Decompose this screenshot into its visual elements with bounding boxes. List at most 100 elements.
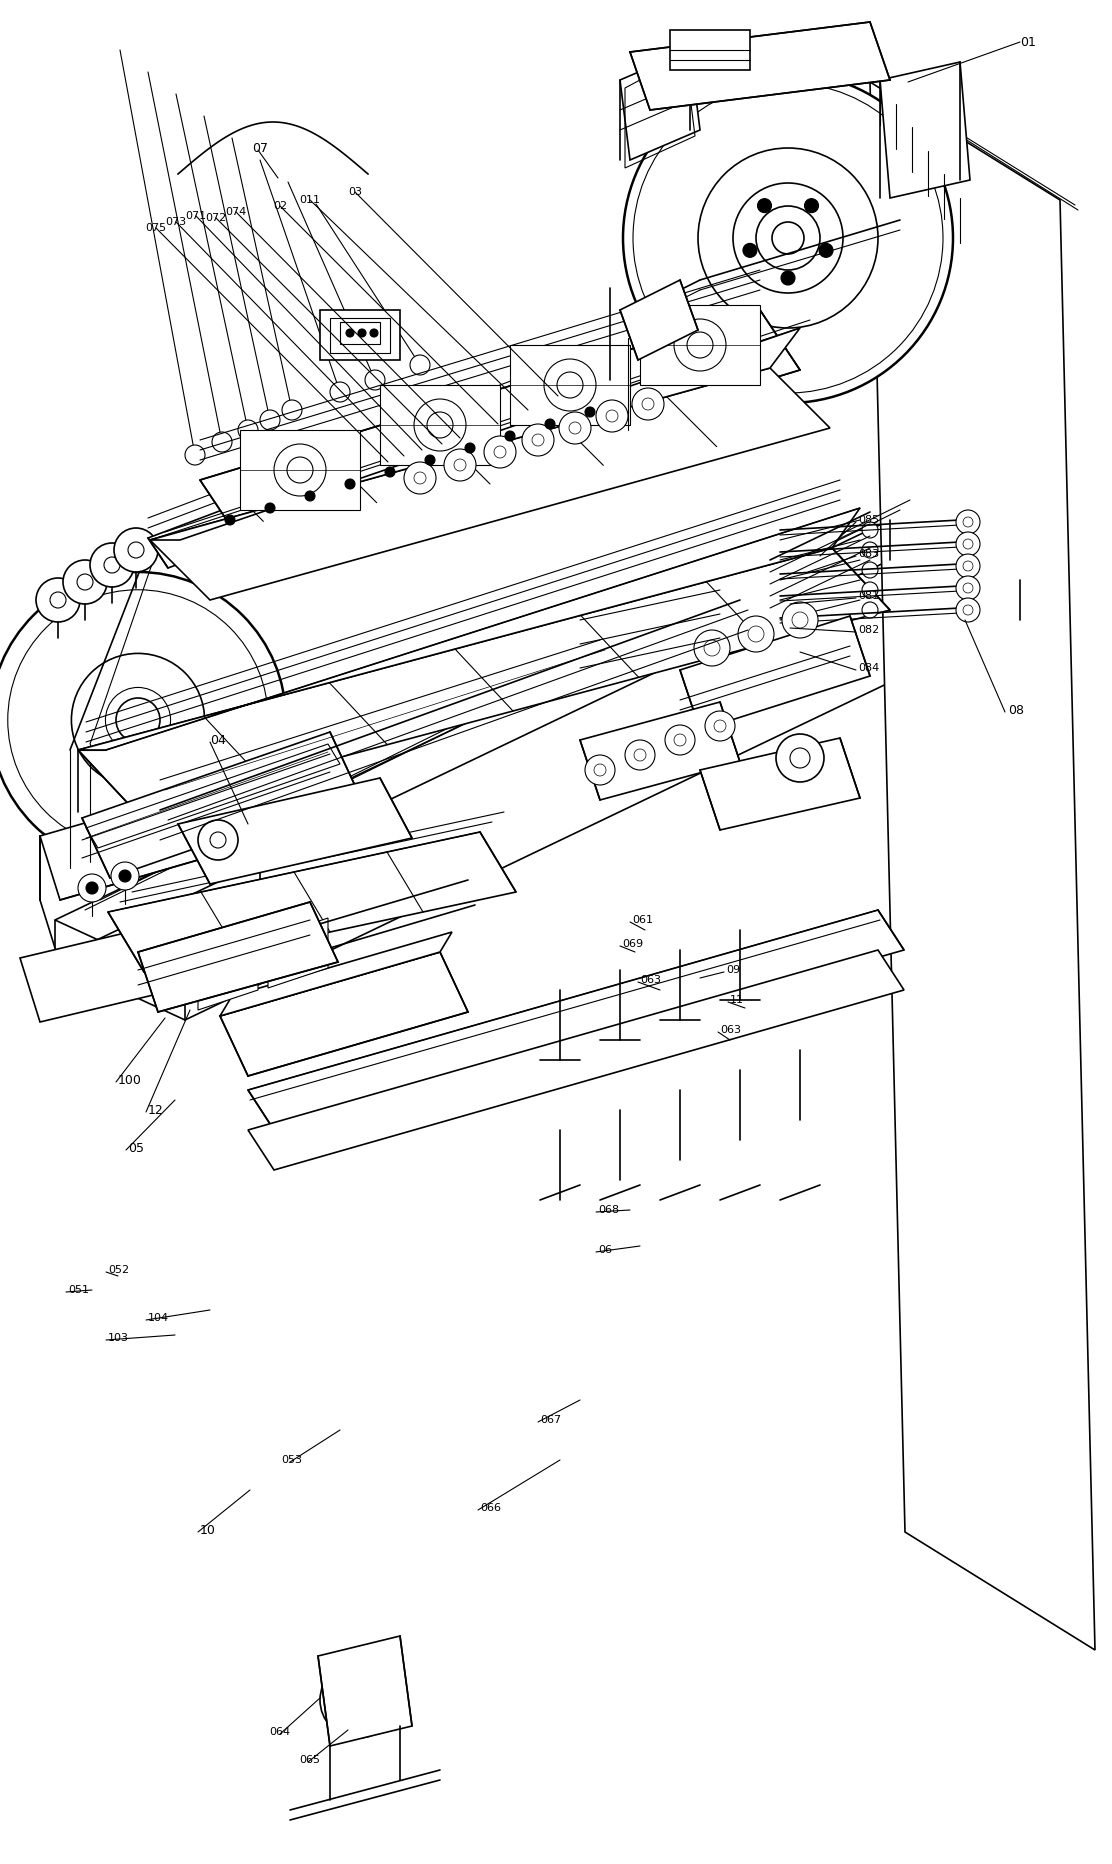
Circle shape xyxy=(596,401,628,432)
Text: 100: 100 xyxy=(118,1074,142,1087)
Polygon shape xyxy=(870,82,1095,1650)
Polygon shape xyxy=(150,367,830,600)
Circle shape xyxy=(623,73,953,403)
Circle shape xyxy=(50,593,66,608)
Text: 051: 051 xyxy=(68,1284,89,1295)
Circle shape xyxy=(738,615,774,652)
Circle shape xyxy=(370,330,378,337)
Text: 11: 11 xyxy=(729,995,744,1005)
Text: 066: 066 xyxy=(480,1502,502,1514)
Circle shape xyxy=(238,419,258,440)
Circle shape xyxy=(404,462,436,494)
Text: 085: 085 xyxy=(858,514,880,526)
Text: 068: 068 xyxy=(598,1204,619,1215)
Text: 02: 02 xyxy=(272,201,287,211)
Polygon shape xyxy=(681,615,870,731)
Bar xyxy=(380,386,500,464)
Circle shape xyxy=(86,882,98,895)
Circle shape xyxy=(862,522,878,539)
Bar xyxy=(641,306,759,386)
Text: 067: 067 xyxy=(540,1415,562,1424)
Circle shape xyxy=(115,528,158,572)
Text: 12: 12 xyxy=(148,1103,163,1117)
Polygon shape xyxy=(54,520,1020,980)
Polygon shape xyxy=(40,777,260,900)
Polygon shape xyxy=(620,50,699,160)
Circle shape xyxy=(444,449,476,481)
Circle shape xyxy=(545,419,555,429)
Circle shape xyxy=(410,354,430,375)
Circle shape xyxy=(385,468,395,477)
Bar xyxy=(320,309,400,360)
Circle shape xyxy=(757,199,772,212)
Bar xyxy=(340,322,380,345)
Circle shape xyxy=(585,755,615,785)
Circle shape xyxy=(956,511,980,533)
Text: 052: 052 xyxy=(108,1266,129,1275)
Circle shape xyxy=(625,740,655,770)
Circle shape xyxy=(128,542,143,557)
Circle shape xyxy=(185,445,205,464)
Circle shape xyxy=(862,542,878,557)
Circle shape xyxy=(265,503,275,513)
Text: 072: 072 xyxy=(206,212,227,224)
Text: 09: 09 xyxy=(726,966,741,975)
Polygon shape xyxy=(200,309,800,541)
Circle shape xyxy=(345,479,355,488)
Polygon shape xyxy=(54,559,1020,1020)
Circle shape xyxy=(305,490,315,501)
Text: 061: 061 xyxy=(632,915,653,925)
Text: 05: 05 xyxy=(128,1141,143,1154)
Bar xyxy=(671,30,749,71)
Circle shape xyxy=(425,455,435,464)
Circle shape xyxy=(0,572,286,869)
Bar xyxy=(330,319,390,352)
Circle shape xyxy=(346,330,354,337)
Circle shape xyxy=(212,432,232,451)
Text: 073: 073 xyxy=(166,216,187,227)
Text: 069: 069 xyxy=(622,939,643,949)
Circle shape xyxy=(365,369,385,390)
Polygon shape xyxy=(78,548,890,813)
Circle shape xyxy=(484,436,516,468)
Circle shape xyxy=(862,602,878,619)
Circle shape xyxy=(203,939,254,990)
Circle shape xyxy=(63,559,107,604)
Circle shape xyxy=(274,917,322,967)
Polygon shape xyxy=(268,917,328,988)
Circle shape xyxy=(694,630,729,665)
Text: 08: 08 xyxy=(1007,703,1024,716)
Circle shape xyxy=(320,1663,396,1737)
Circle shape xyxy=(956,598,980,623)
Text: 083: 083 xyxy=(858,550,880,559)
Circle shape xyxy=(465,444,475,453)
Circle shape xyxy=(781,270,795,285)
Circle shape xyxy=(862,582,878,598)
Polygon shape xyxy=(220,932,451,1016)
Polygon shape xyxy=(148,367,618,569)
Polygon shape xyxy=(631,22,890,110)
Circle shape xyxy=(225,514,235,526)
Polygon shape xyxy=(248,951,904,1171)
Circle shape xyxy=(119,870,131,882)
Circle shape xyxy=(111,861,139,889)
Circle shape xyxy=(776,734,824,783)
Text: 011: 011 xyxy=(299,196,320,205)
Polygon shape xyxy=(108,831,516,971)
Circle shape xyxy=(743,244,757,257)
Text: 065: 065 xyxy=(299,1756,320,1765)
Polygon shape xyxy=(198,939,258,1010)
Polygon shape xyxy=(248,910,904,1130)
Circle shape xyxy=(665,725,695,755)
Text: 03: 03 xyxy=(348,186,363,198)
Bar xyxy=(510,345,631,425)
Circle shape xyxy=(505,431,515,442)
Text: 07: 07 xyxy=(252,142,268,155)
Circle shape xyxy=(956,531,980,555)
Circle shape xyxy=(282,401,302,419)
Text: 063: 063 xyxy=(641,975,661,984)
Circle shape xyxy=(116,697,160,742)
Text: 075: 075 xyxy=(146,224,167,233)
Circle shape xyxy=(36,578,80,623)
Text: 064: 064 xyxy=(269,1728,290,1737)
